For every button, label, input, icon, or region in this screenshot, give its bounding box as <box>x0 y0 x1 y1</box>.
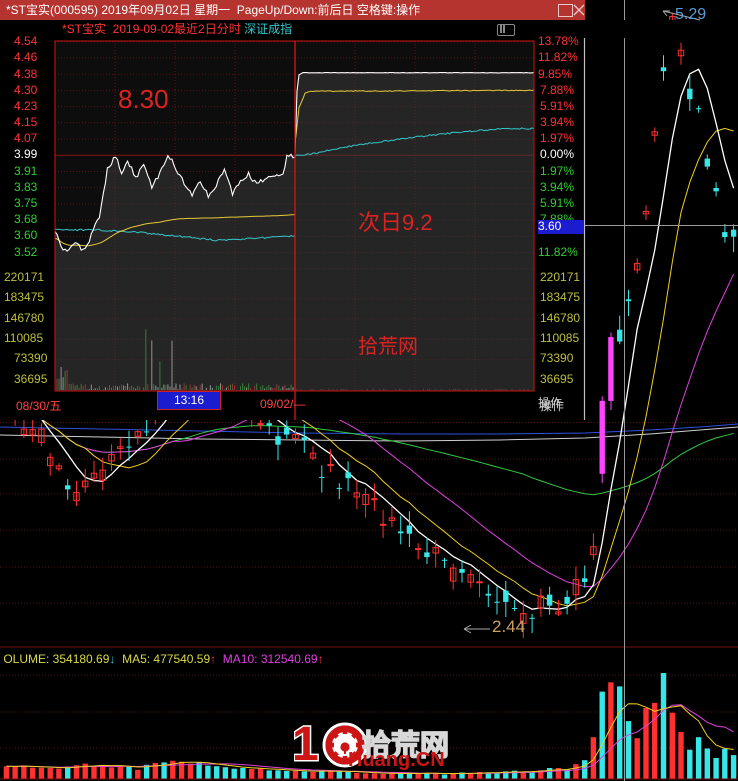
svg-text:1: 1 <box>294 718 319 771</box>
